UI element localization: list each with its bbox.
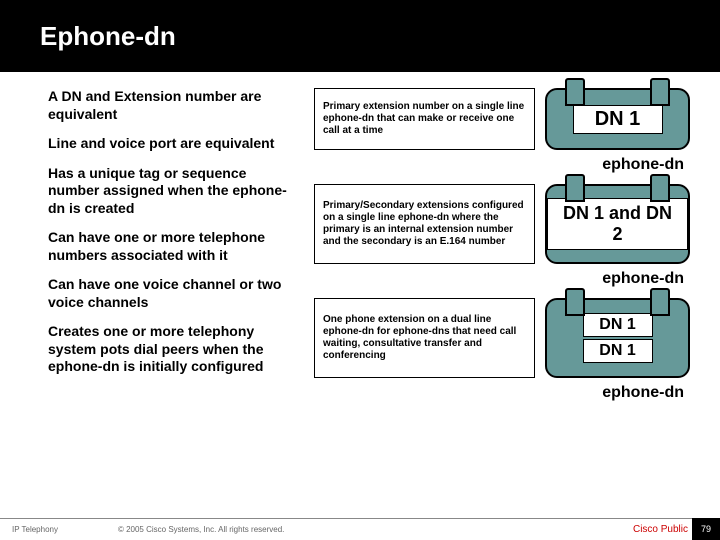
footer-left: IP Telephony [12,525,58,534]
diagram-row: Primary extension number on a single lin… [314,88,690,150]
phone-icon: DN 1 [545,88,690,150]
phone-icon: DN 1 DN 1 [545,298,690,378]
bullet-item: A DN and Extension number are equivalent [30,88,300,123]
dn-chip: DN 1 and DN 2 [547,198,688,250]
bullet-item: Can have one or more telephone numbers a… [30,229,300,264]
dn-chip: DN 1 [583,339,653,363]
bullet-column: A DN and Extension number are equivalent… [30,88,300,408]
description-box: One phone extension on a dual line ephon… [314,298,535,378]
bullet-item: Line and voice port are equivalent [30,135,300,153]
content-area: A DN and Extension number are equivalent… [0,72,720,408]
ephone-label: ephone-dn [314,384,690,402]
slide-footer: IP Telephony © 2005 Cisco Systems, Inc. … [0,518,720,540]
bullet-item: Creates one or more telephony system pot… [30,323,300,376]
description-box: Primary extension number on a single lin… [314,88,535,150]
slide-title: Ephone-dn [40,21,176,52]
footer-page-number: 79 [692,518,720,540]
footer-copyright: © 2005 Cisco Systems, Inc. All rights re… [118,525,633,534]
diagram-row: Primary/Secondary extensions configured … [314,184,690,264]
corner-decoration [610,0,720,35]
diagram-row: One phone extension on a dual line ephon… [314,298,690,378]
dn-chip: DN 1 [573,105,663,134]
description-box: Primary/Secondary extensions configured … [314,184,535,264]
ephone-label: ephone-dn [314,270,690,288]
diagram-column: Primary extension number on a single lin… [314,88,690,408]
bullet-item: Has a unique tag or sequence number assi… [30,165,300,218]
bullet-item: Can have one voice channel or two voice … [30,276,300,311]
phone-icon: DN 1 and DN 2 [545,184,690,264]
dn-chip: DN 1 [583,313,653,337]
ephone-label: ephone-dn [314,156,690,174]
footer-brand: Cisco Public [633,524,688,535]
